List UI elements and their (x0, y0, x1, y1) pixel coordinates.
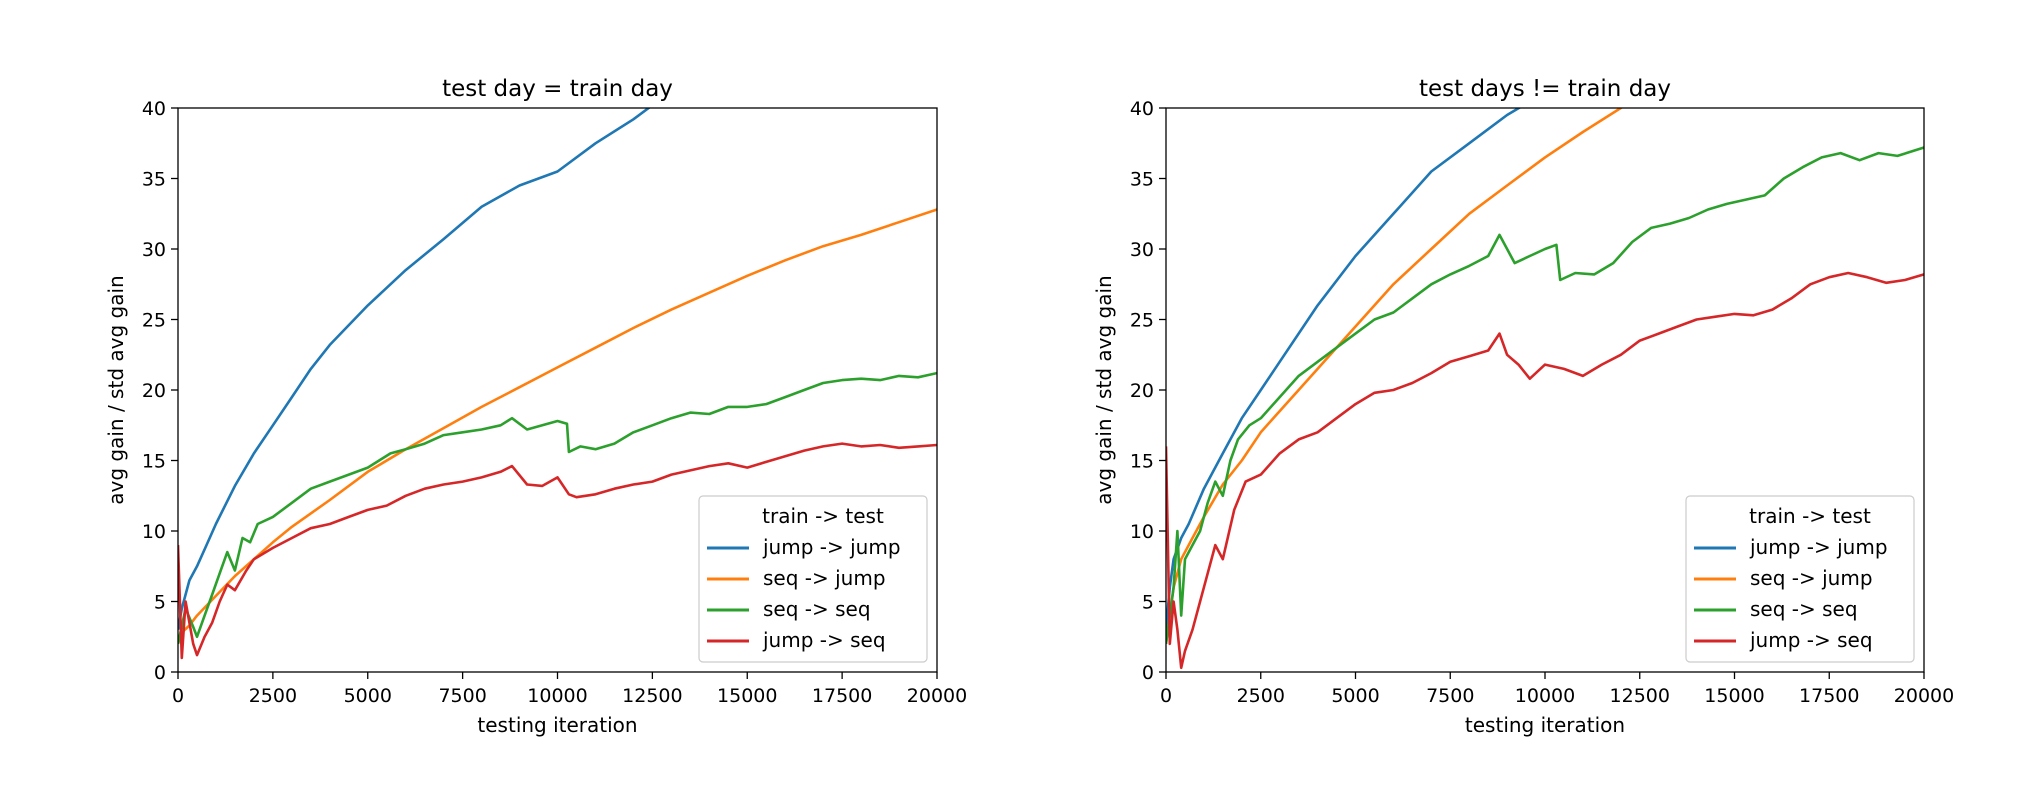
legend-entry: seq -> seq (1750, 597, 1858, 621)
legend-entry: seq -> seq (763, 597, 871, 621)
x-tick-label: 7500 (1426, 685, 1474, 707)
x-tick-label: 10000 (527, 685, 587, 707)
y-tick-label: 40 (142, 98, 166, 120)
series-line-1 (178, 108, 651, 630)
y-axis-label: avg gain / std avg gain (1092, 275, 1116, 504)
x-axis-label: testing iteration (1465, 713, 1625, 737)
x-tick-label: 0 (172, 685, 184, 707)
x-tick-label: 15000 (717, 685, 777, 707)
x-tick-label: 12500 (622, 685, 682, 707)
x-tick-label: 20000 (1894, 685, 1954, 707)
y-tick-label: 20 (1130, 380, 1154, 402)
y-tick-label: 5 (154, 592, 166, 614)
x-tick-label: 5000 (1331, 685, 1379, 707)
y-tick-label: 25 (142, 310, 166, 332)
chart-title: test day = train day (442, 76, 673, 102)
x-tick-label: 20000 (907, 685, 967, 707)
legend-entry: seq -> jump (1750, 566, 1873, 590)
series-line-1 (1166, 108, 1522, 630)
y-tick-label: 10 (142, 521, 166, 543)
legend-box (698, 495, 928, 663)
legend-entry: jump -> jump (1749, 535, 1888, 559)
x-tick-label: 0 (1160, 685, 1172, 707)
legend: train -> test jump -> jump seq -> jump seq … (1685, 495, 1915, 663)
y-tick-label: 30 (1130, 239, 1154, 261)
y-tick-label: 10 (1130, 521, 1154, 543)
y-tick-label: 35 (1130, 169, 1154, 191)
x-tick-label: 10000 (1515, 685, 1575, 707)
series-group (1166, 108, 1924, 670)
legend-title: train -> test (1749, 504, 1871, 528)
panel-left: 0 2500 5000 7500 10000 12500 15000 17500 20000 0 5… (104, 76, 967, 737)
x-axis-label: testing iteration (477, 713, 637, 737)
legend-entry: seq -> jump (763, 566, 886, 590)
y-tick-label: 15 (1130, 451, 1154, 473)
y-axis-label: avg gain / std avg gain (104, 275, 128, 504)
y-tick-label: 0 (154, 662, 166, 684)
series-line-4 (1166, 271, 1924, 670)
series-line-2 (178, 208, 937, 645)
series-line-3 (1166, 146, 1924, 644)
series-line-4 (178, 442, 937, 660)
x-tick-label: 7500 (438, 685, 486, 707)
series-line-3 (178, 371, 937, 645)
chart-title: test days != train day (1419, 76, 1671, 102)
y-tick-label: 20 (142, 380, 166, 402)
y-tick-label: 5 (1142, 592, 1154, 614)
legend: train -> test jump -> jump seq -> jump seq … (698, 495, 928, 663)
x-tick-label: 17500 (1799, 685, 1859, 707)
y-tick-label: 25 (1130, 310, 1154, 332)
legend-box (1685, 495, 1915, 663)
y-tick-label: 0 (1142, 662, 1154, 684)
x-tick-label: 15000 (1704, 685, 1764, 707)
x-tick-label: 5000 (344, 685, 392, 707)
series-line-2 (1166, 108, 1623, 644)
x-tick-label: 2500 (1237, 685, 1285, 707)
series-group (178, 108, 937, 660)
y-tick-label: 35 (142, 169, 166, 191)
x-tick-label: 17500 (812, 685, 872, 707)
x-tick-label: 2500 (249, 685, 297, 707)
legend-title: train -> test (762, 504, 884, 528)
legend-entry: jump -> seq (762, 628, 886, 652)
y-tick-label: 15 (142, 451, 166, 473)
legend-entry: jump -> seq (1749, 628, 1873, 652)
y-tick-label: 30 (142, 239, 166, 261)
x-tick-label: 12500 (1610, 685, 1670, 707)
panel-right: 0 2500 5000 7500 10000 12500 15000 17500 20000 0 5… (1092, 76, 1954, 737)
y-tick-label: 40 (1130, 98, 1154, 120)
legend-entry: jump -> jump (762, 535, 901, 559)
